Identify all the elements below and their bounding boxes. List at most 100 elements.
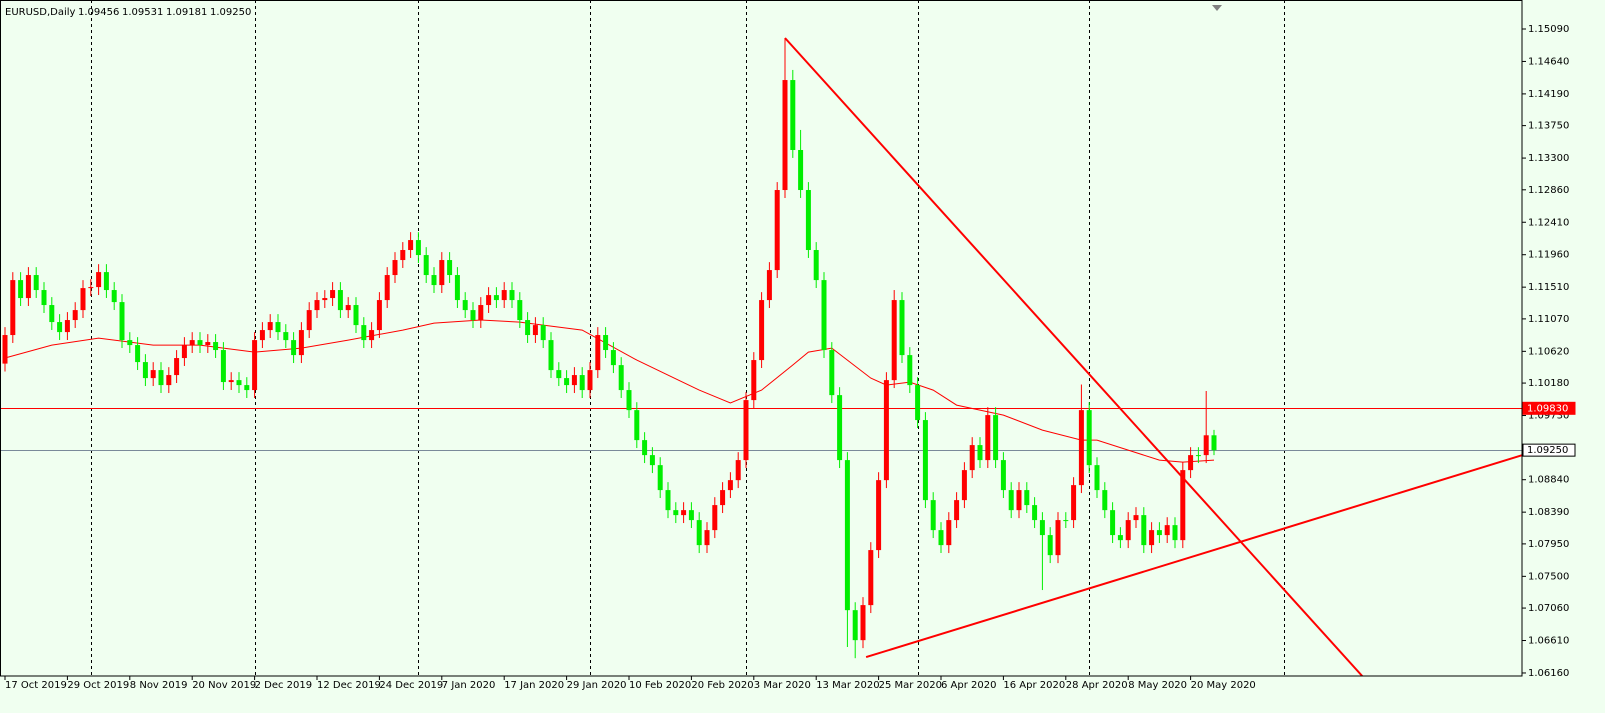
candle-body [259, 330, 265, 341]
candle-body [1008, 490, 1014, 511]
candle-body [579, 375, 585, 391]
candle-body [314, 300, 320, 311]
candle-body [626, 390, 632, 411]
candle-body [1063, 520, 1069, 522]
candle-body [384, 275, 390, 301]
candle-body [462, 300, 468, 311]
candle-body [1024, 490, 1030, 506]
ohlc-label: 1.09456 [78, 7, 119, 18]
candle-body [1078, 410, 1084, 486]
candle-body [376, 300, 382, 331]
candle-body [197, 340, 203, 346]
candle-body [64, 320, 70, 333]
x-tick-label: 12 Dec 2019 [317, 680, 381, 691]
candle-body [25, 275, 31, 299]
candle-body [1117, 535, 1123, 541]
candle-body [1188, 455, 1194, 471]
candle-body [743, 400, 749, 461]
y-tick-label: 1.15090 [1528, 24, 1569, 35]
candle-body [1000, 460, 1006, 491]
candle-body [712, 505, 718, 531]
candle-body [938, 530, 944, 546]
candle-body [595, 335, 601, 371]
x-tick-label: 7 Jan 2020 [442, 680, 496, 691]
candle-body [985, 415, 991, 461]
candle-body [478, 305, 484, 321]
candle-body [618, 365, 624, 391]
candle-body [150, 370, 156, 379]
x-tick-label: 6 Apr 2020 [941, 680, 996, 691]
candle-body [369, 330, 375, 341]
candle-body [423, 255, 429, 276]
ohlc-label: 1.09181 [166, 7, 207, 18]
candle-body [993, 415, 999, 461]
candle-body [252, 340, 258, 391]
candle-body [501, 290, 507, 301]
candle-body [415, 240, 421, 256]
candle-body [361, 325, 367, 341]
candle-body [525, 320, 531, 336]
x-tick-label: 20 Feb 2020 [691, 680, 753, 691]
candle-body [431, 275, 437, 286]
y-tick-label: 1.06160 [1528, 668, 1569, 679]
candle-body [688, 510, 694, 521]
candle-body [844, 460, 850, 611]
candle-body [1195, 455, 1201, 457]
candle-body [1180, 470, 1186, 541]
x-tick-label: 17 Oct 2019 [5, 680, 67, 691]
candle-body [571, 375, 577, 386]
y-tick-label: 1.13300 [1528, 153, 1569, 164]
candle-body [228, 380, 234, 383]
candle-body [275, 322, 281, 333]
x-tick-label: 8 May 2020 [1128, 680, 1187, 691]
y-tick-label: 1.07060 [1528, 603, 1569, 614]
candle-body [486, 295, 492, 306]
candle-body [2, 335, 8, 364]
trendline [784, 37, 1363, 676]
candle-body [1203, 435, 1209, 456]
candle-body [174, 358, 180, 376]
chart-title: EURUSD,Daily [5, 7, 76, 18]
candle-body [649, 455, 655, 466]
candle-body [704, 530, 710, 546]
ohlc-label: 1.09250 [210, 7, 251, 18]
candle-body [564, 378, 570, 386]
candle-body [291, 340, 297, 356]
y-tick-label: 1.12860 [1528, 185, 1569, 196]
shift-marker [1212, 5, 1222, 11]
ohlc-label: 1.09531 [122, 7, 163, 18]
price-box-label: 1.09830 [1527, 403, 1568, 414]
candle-body [1133, 515, 1139, 521]
candle-body [954, 500, 960, 521]
candle-body [603, 335, 609, 351]
candle-body [1125, 520, 1131, 541]
candle-body [852, 610, 858, 641]
candle-body [548, 340, 554, 371]
y-tick-label: 1.11070 [1528, 314, 1569, 325]
candle-body [1149, 530, 1155, 546]
candle-body [111, 290, 117, 303]
candle-body [813, 250, 819, 281]
candle-body [447, 260, 453, 276]
candle-body [540, 325, 546, 341]
candle-body [1110, 510, 1116, 536]
candle-body [876, 480, 882, 551]
candle-body [103, 272, 109, 291]
candle-body [922, 420, 928, 501]
candle-body [330, 290, 336, 299]
candle-body [977, 445, 983, 461]
candle-body [915, 385, 921, 421]
candle-body [1071, 485, 1077, 521]
candle-body [517, 300, 523, 321]
candle-body [127, 340, 133, 346]
x-tick-label: 25 Mar 2020 [879, 680, 942, 691]
candle-body [353, 305, 359, 326]
candle-body [798, 149, 804, 191]
candle-body [556, 370, 562, 379]
candle-body [1156, 530, 1162, 536]
candle-body [1094, 465, 1100, 491]
candle-body [181, 345, 187, 359]
y-tick-label: 1.12410 [1528, 217, 1569, 228]
candle-body [930, 500, 936, 531]
